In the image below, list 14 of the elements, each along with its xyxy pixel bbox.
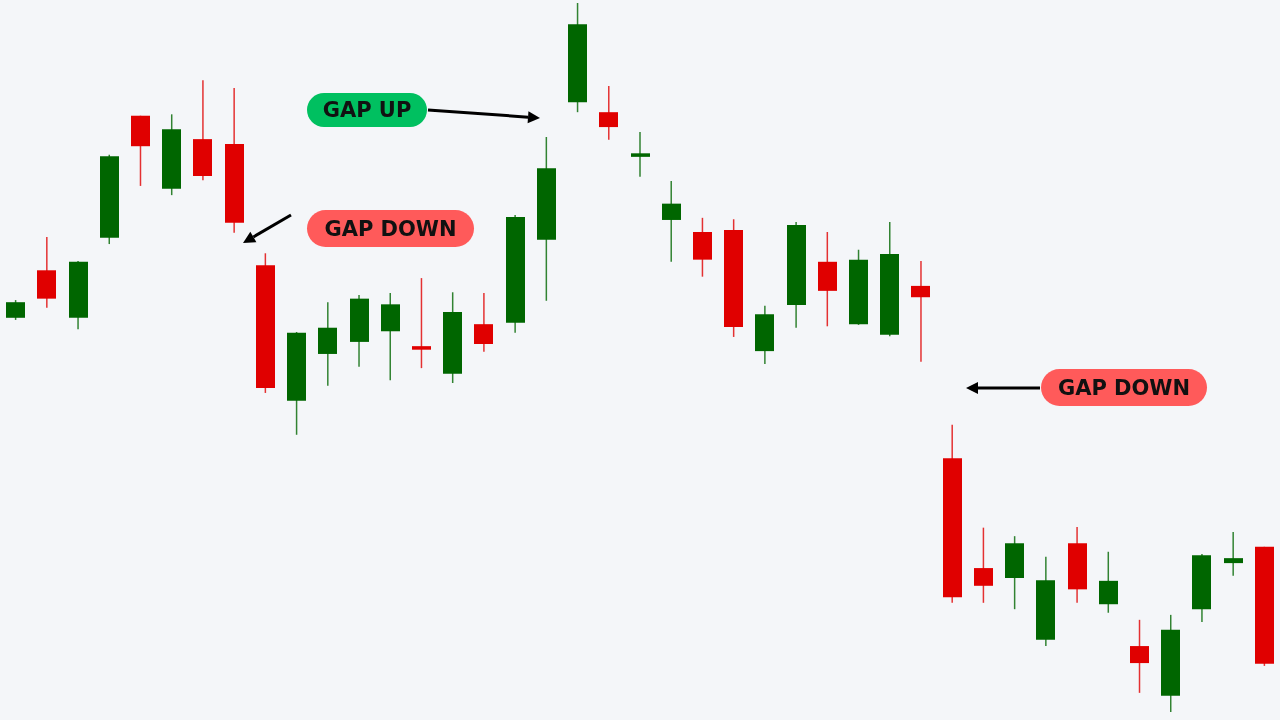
candlestick — [662, 180, 681, 263]
annotation: GAP DOWN — [1041, 369, 1207, 406]
annotation: GAP DOWN — [307, 210, 474, 247]
candlestick — [631, 131, 650, 178]
candlestick — [599, 85, 618, 141]
candlestick — [6, 299, 25, 321]
candlestick — [412, 277, 431, 369]
candlestick — [474, 292, 493, 353]
candlestick — [1099, 551, 1118, 614]
annotation: GAP UP — [307, 93, 427, 127]
candlestick — [1224, 531, 1243, 577]
candlestick — [974, 526, 993, 604]
candlestick — [911, 260, 930, 363]
candlestick — [1130, 619, 1149, 694]
